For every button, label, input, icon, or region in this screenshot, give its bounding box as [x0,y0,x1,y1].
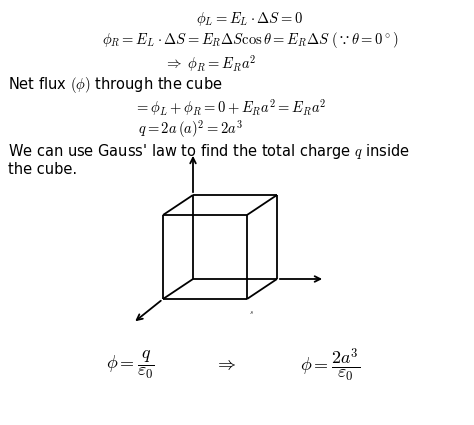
Text: the cube.: the cube. [8,162,77,177]
Text: $q = 2a\,(a)^2 = 2a^3$: $q = 2a\,(a)^2 = 2a^3$ [137,118,242,140]
Text: $_s$: $_s$ [249,307,254,317]
Text: $\phi = \dfrac{q}{\varepsilon_0}$: $\phi = \dfrac{q}{\varepsilon_0}$ [106,348,155,381]
Text: $\phi_L = E_L \cdot \Delta S = 0$: $\phi_L = E_L \cdot \Delta S = 0$ [196,10,303,28]
Text: $\Rightarrow$: $\Rightarrow$ [214,356,236,374]
Text: $\phi = \dfrac{2a^3}{\varepsilon_0}$: $\phi = \dfrac{2a^3}{\varepsilon_0}$ [300,346,360,384]
Text: We can use Gauss' law to find the total charge $q$ inside: We can use Gauss' law to find the total … [8,142,410,161]
Text: $\Rightarrow\ \phi_R = E_R a^2$: $\Rightarrow\ \phi_R = E_R a^2$ [164,53,256,74]
Text: $\phi_R = E_L \cdot \Delta S= E_R\Delta S\cos\theta = E_R\Delta S\ (\because\the: $\phi_R = E_L \cdot \Delta S= E_R\Delta … [102,30,398,50]
Text: Net flux $(\phi)$ through the cube: Net flux $(\phi)$ through the cube [8,75,223,95]
Text: $= \phi_L + \phi_R = 0 + E_R a^2 = E_R a^2$: $= \phi_L + \phi_R = 0 + E_R a^2 = E_R a… [134,97,326,118]
